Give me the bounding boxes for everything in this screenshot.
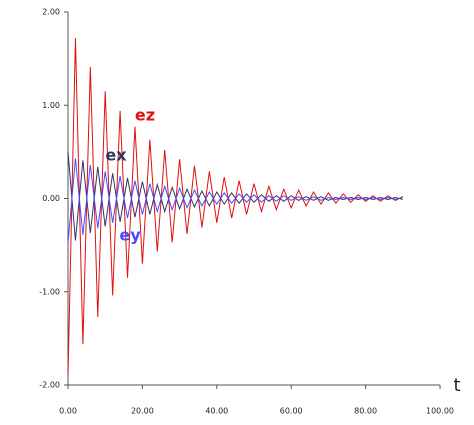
x-tick-label: 80.00 bbox=[354, 407, 377, 416]
x-tick-label: 40.00 bbox=[205, 407, 228, 416]
y-tick-label: 0.00 bbox=[42, 194, 60, 203]
y-tick-label: -2.00 bbox=[39, 381, 60, 390]
x-tick-label: 20.00 bbox=[131, 407, 154, 416]
y-tick-label: 2.00 bbox=[42, 8, 60, 17]
x-tick-label: 100.00 bbox=[426, 407, 454, 416]
y-tick-label: -1.00 bbox=[39, 287, 60, 296]
series-label: ex bbox=[105, 146, 127, 165]
x-axis-label: t bbox=[453, 375, 460, 396]
series-line bbox=[67, 158, 403, 244]
series-label: ez bbox=[135, 106, 155, 125]
x-tick-label: 0.00 bbox=[59, 407, 77, 416]
series-label: ey bbox=[119, 226, 141, 245]
y-tick-label: 1.00 bbox=[42, 101, 60, 110]
x-tick-label: 60.00 bbox=[280, 407, 303, 416]
